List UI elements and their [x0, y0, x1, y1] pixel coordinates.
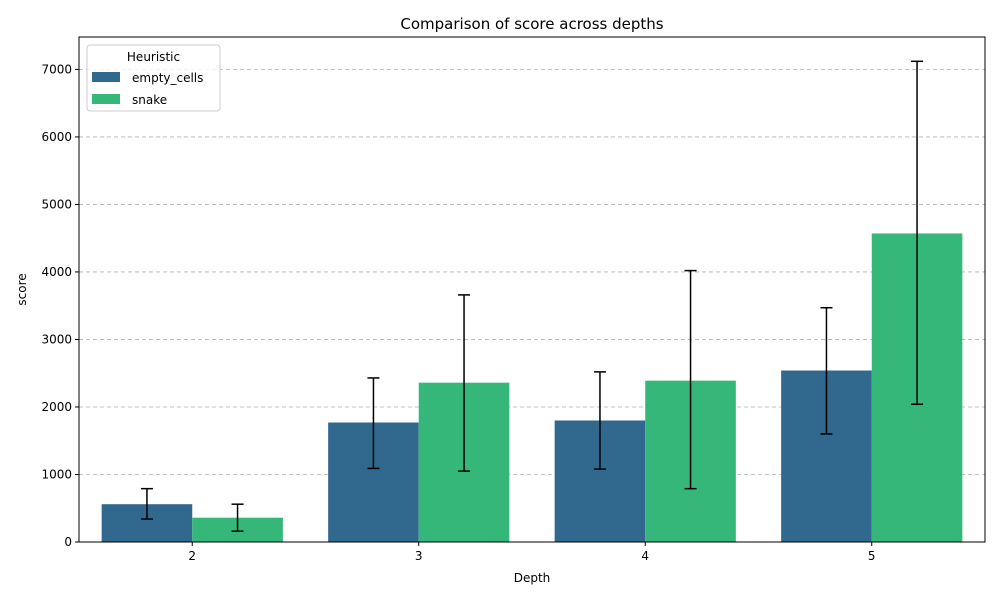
legend-label: empty_cells — [132, 71, 203, 85]
y-tick-label: 3000 — [41, 332, 72, 346]
legend-title: Heuristic — [127, 50, 180, 64]
y-tick-label: 1000 — [41, 467, 72, 481]
y-axis-label: score — [15, 273, 29, 305]
y-tick-label: 0 — [64, 535, 72, 549]
x-tick-label: 4 — [641, 549, 649, 563]
chart-title: Comparison of score across depths — [400, 15, 663, 33]
legend-swatch — [92, 72, 120, 82]
y-tick-label: 6000 — [41, 130, 72, 144]
x-tick-label: 5 — [868, 549, 876, 563]
x-tick-label: 2 — [188, 549, 196, 563]
y-axis-ticks: 0 1000 2000 3000 4000 5000 6000 7000 — [41, 62, 79, 549]
legend-swatch — [92, 94, 120, 104]
bars — [101, 233, 963, 542]
x-tick-label: 3 — [415, 549, 423, 563]
y-tick-label: 5000 — [41, 197, 72, 211]
error-bars — [140, 60, 924, 532]
x-axis-label: Depth — [514, 571, 551, 585]
legend-label: snake — [132, 93, 167, 107]
y-tick-label: 7000 — [41, 62, 72, 76]
y-tick-label: 4000 — [41, 265, 72, 279]
gridlines — [79, 69, 985, 475]
y-tick-label: 2000 — [41, 400, 72, 414]
x-axis-ticks: 2 3 4 5 — [188, 542, 876, 563]
plot-frame — [78, 36, 986, 543]
legend-box — [86, 44, 221, 112]
